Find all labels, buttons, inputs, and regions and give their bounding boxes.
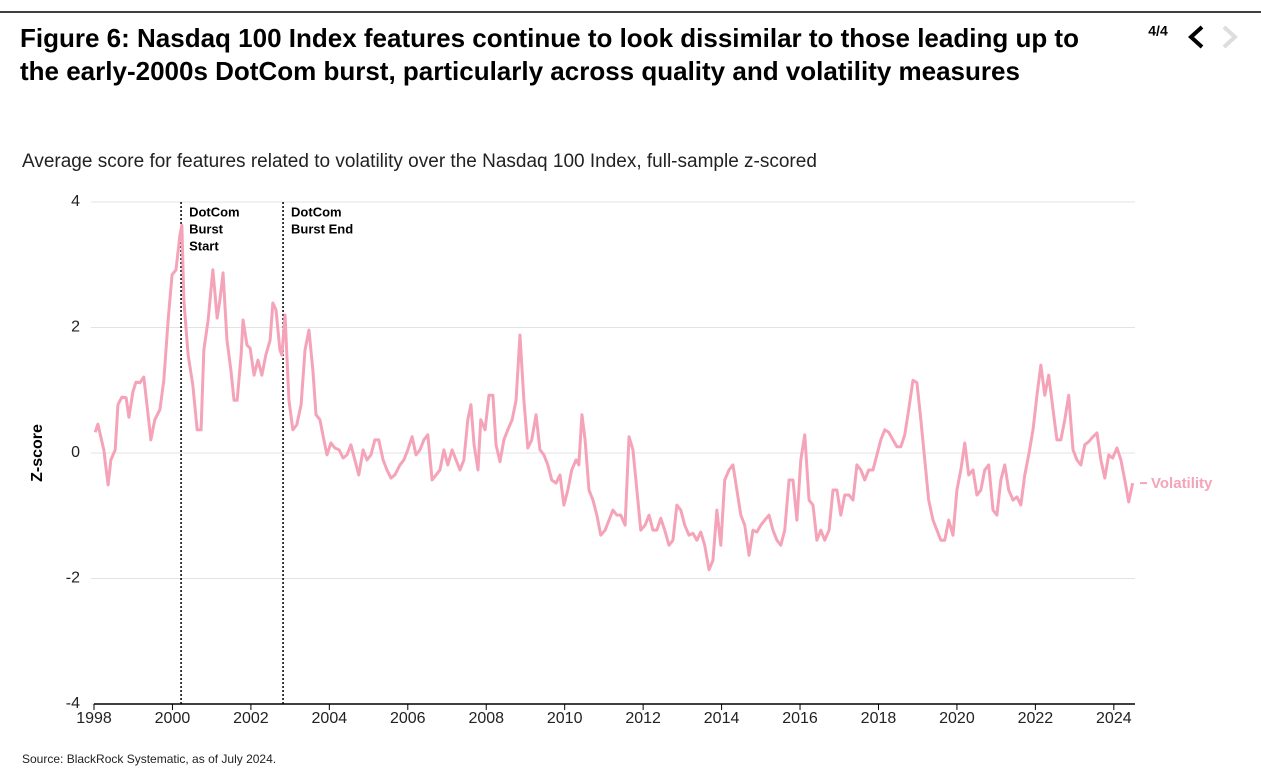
x-tick-label: 2020 [939,710,975,727]
x-tick-label: 2012 [625,710,661,727]
x-tick-label: 2010 [547,710,583,727]
next-button[interactable] [1222,25,1238,49]
y-tick-label: 4 [71,193,80,210]
x-tick-label: 2008 [468,710,504,727]
x-tick-label: 1998 [76,710,112,727]
annotation-text: Start [189,238,219,253]
y-tick-label: -4 [66,695,80,712]
annotation-text: DotCom [189,204,240,219]
y-axis-label: Z-score [29,424,46,482]
x-tick-label: 2004 [312,710,348,727]
chart-title: Figure 6: Nasdaq 100 Index features cont… [20,23,1079,86]
x-tick-label: 2002 [233,710,269,727]
source-note: Source: BlackRock Systematic, as of July… [22,752,276,766]
previous-button[interactable] [1188,25,1204,49]
y-tick-label: 0 [71,444,80,461]
annotation-text: DotCom [291,204,342,219]
x-tick-label: 2000 [155,710,191,727]
chart-subtitle: Average score for features related to vo… [22,151,817,172]
page-indicator: 4/4 [1148,23,1168,39]
x-tick-label: 2016 [782,710,818,727]
x-tick-label: 2024 [1096,710,1132,727]
x-tick-label: 2014 [704,710,740,727]
y-tick-label: 2 [71,319,80,336]
x-tick-label: 2022 [1018,710,1054,727]
y-tick-label: -2 [66,570,80,587]
legend-label: Volatility [1151,475,1213,492]
annotation-text: Burst End [291,221,353,236]
x-tick-label: 2018 [861,710,897,727]
annotation-text: Burst [189,221,224,236]
x-tick-label: 2006 [390,710,426,727]
series-line [93,223,1135,572]
